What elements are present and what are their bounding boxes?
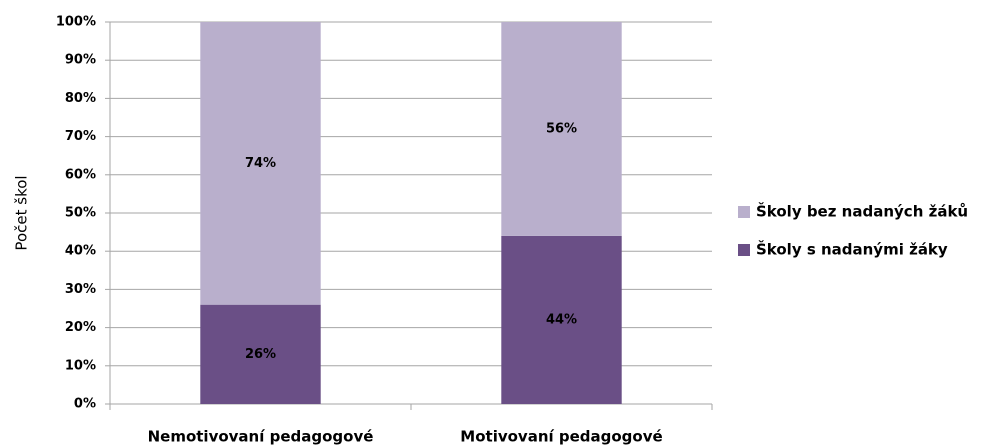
data-label: 74% xyxy=(245,156,276,171)
data-label: 56% xyxy=(546,121,577,136)
bar-segment xyxy=(501,22,622,236)
data-label: 26% xyxy=(245,347,276,362)
bar-segment xyxy=(200,304,321,404)
bar-segment xyxy=(200,22,321,305)
y-tick-label: 40% xyxy=(65,244,96,259)
y-tick-label: 20% xyxy=(65,320,96,335)
y-tick-label: 0% xyxy=(74,397,96,412)
legend-label: Školy s nadanými žáky xyxy=(756,240,948,259)
y-tick-label: 30% xyxy=(65,282,96,297)
y-tick-label: 50% xyxy=(65,206,96,221)
y-tick-label: 90% xyxy=(65,53,96,68)
y-axis-title: Počet škol xyxy=(13,175,31,250)
y-tick-label: 60% xyxy=(65,167,96,182)
legend-swatch xyxy=(738,244,750,256)
legend-label: Školy bez nadaných žáků xyxy=(756,202,968,221)
data-label: 44% xyxy=(546,312,577,327)
y-tick-label: 80% xyxy=(65,91,96,106)
y-tick-label: 70% xyxy=(65,129,96,144)
x-tick-label: Motivovaní pedagogové xyxy=(460,428,662,446)
legend-swatch xyxy=(738,206,750,218)
x-tick-label: Nemotivovaní pedagogové xyxy=(148,428,374,446)
bar-segment xyxy=(501,235,622,404)
y-tick-label: 10% xyxy=(65,358,96,373)
y-tick-label: 100% xyxy=(56,15,96,30)
